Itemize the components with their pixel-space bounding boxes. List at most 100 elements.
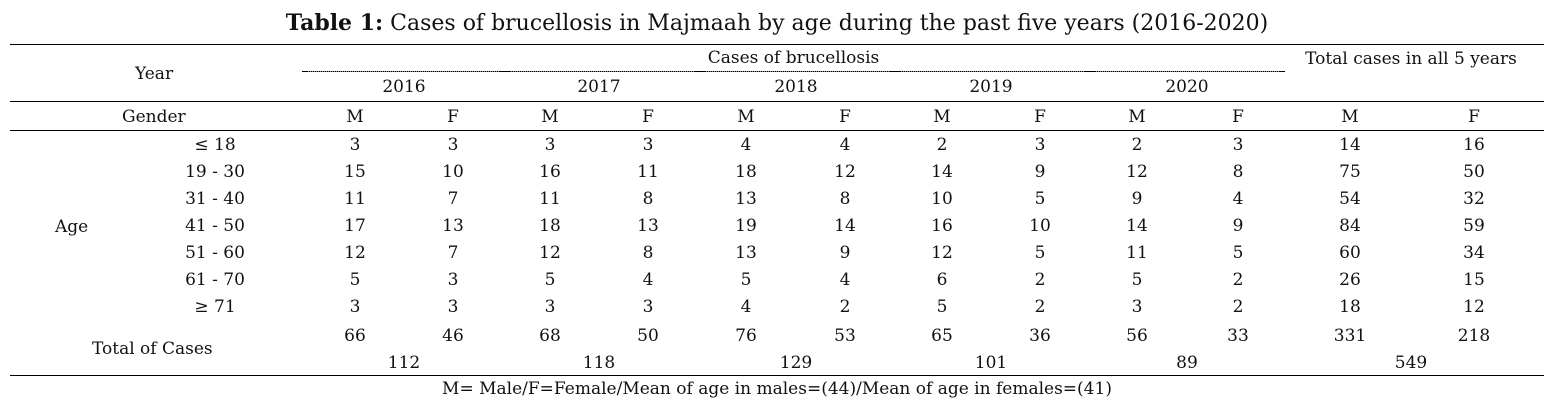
gender-male-cell: M <box>346 107 364 127</box>
year-sum-cell: 101 <box>974 353 1008 373</box>
year-header-cell: 2017 <box>577 77 621 97</box>
total-cell: 56 <box>1126 326 1148 346</box>
year-sum-cell: 89 <box>1176 353 1198 373</box>
table-cell: 11 <box>637 162 659 182</box>
table-cell: 5 <box>1131 270 1143 290</box>
table-cell: 7 <box>447 243 459 263</box>
total-cell: 68 <box>539 326 561 346</box>
table-cell: 10 <box>1029 216 1051 236</box>
table-cell: 3 <box>642 135 654 155</box>
table-cell: 13 <box>735 243 757 263</box>
table-cell: 8 <box>839 189 851 209</box>
table-cell: 14 <box>931 162 953 182</box>
table-cell: 9 <box>1034 162 1046 182</box>
table-cell: 15 <box>344 162 366 182</box>
table-cell: 3 <box>447 297 459 317</box>
total-of-cases-label: Total of Cases <box>92 339 213 359</box>
table-cell: 2 <box>839 297 851 317</box>
year-group-separator <box>511 71 694 72</box>
table-cell: 84 <box>1339 216 1361 236</box>
footnote: M= Male/F=Female/Mean of age in males=(4… <box>442 379 1112 399</box>
gender-header: Gender <box>122 107 186 127</box>
table-cell: 7 <box>447 189 459 209</box>
table-cell: 9 <box>1232 216 1244 236</box>
table-cell: 32 <box>1463 189 1485 209</box>
table-cell: 14 <box>1339 135 1361 155</box>
year-group-separator <box>706 71 889 72</box>
total-cell: 331 <box>1333 326 1367 346</box>
table-cell: 5 <box>544 270 556 290</box>
table-cell: 5 <box>1034 243 1046 263</box>
table-cell: 16 <box>931 216 953 236</box>
table-cell: 2 <box>1131 135 1143 155</box>
year-header-cell: 2020 <box>1165 77 1209 97</box>
year-sum-cell: 112 <box>387 353 421 373</box>
year-group-separator <box>308 71 499 72</box>
table-cell: 5 <box>740 270 752 290</box>
year-sum-cell: 129 <box>779 353 813 373</box>
table-cell: 59 <box>1463 216 1485 236</box>
table-cell: 16 <box>1463 135 1485 155</box>
table-cell: 12 <box>344 243 366 263</box>
table-cell: 2 <box>1034 270 1046 290</box>
year-group-separator <box>901 71 1084 72</box>
table-cell: 3 <box>447 135 459 155</box>
table-cell: 11 <box>344 189 366 209</box>
table-cell: 9 <box>839 243 851 263</box>
age-group-label: ≥ 71 <box>194 297 236 317</box>
gender-female-cell: F <box>1232 107 1244 127</box>
table-cell: 11 <box>539 189 561 209</box>
age-group-label: 31 - 40 <box>185 189 245 209</box>
table-cell: 12 <box>834 162 856 182</box>
table-cell: 18 <box>735 162 757 182</box>
table-cell: 5 <box>349 270 361 290</box>
total-cell: 36 <box>1029 326 1051 346</box>
table-cell: 12 <box>1126 162 1148 182</box>
table-cell: 4 <box>1232 189 1244 209</box>
table-cell: 13 <box>442 216 464 236</box>
table-cell: 3 <box>1232 135 1244 155</box>
cases-header: Cases of brucellosis <box>707 48 880 68</box>
table-cell: 17 <box>344 216 366 236</box>
table-cell: 12 <box>539 243 561 263</box>
gender-female-cell: F <box>839 107 851 127</box>
table-cell: 18 <box>539 216 561 236</box>
table-cell: 3 <box>544 135 556 155</box>
table-cell: 10 <box>442 162 464 182</box>
total-cell: 76 <box>735 326 757 346</box>
table-cell: 4 <box>740 297 752 317</box>
age-group-label: ≤ 18 <box>194 135 236 155</box>
table-cell: 18 <box>1339 297 1361 317</box>
table-cell: 2 <box>1232 270 1244 290</box>
table-cell: 12 <box>931 243 953 263</box>
table-cell: 3 <box>447 270 459 290</box>
top-rule <box>10 44 1544 45</box>
table-cell: 60 <box>1339 243 1361 263</box>
year-group-separator <box>1096 71 1279 72</box>
table-cell: 3 <box>544 297 556 317</box>
age-group-label: 61 - 70 <box>185 270 245 290</box>
age-group-label: 41 - 50 <box>185 216 245 236</box>
total-cases-header: Total cases in all 5 years <box>1305 49 1517 69</box>
gender-male-cell: M <box>933 107 951 127</box>
gender-male-cell: M <box>737 107 755 127</box>
year-header-cell: 2016 <box>382 77 426 97</box>
table-cell: 5 <box>1034 189 1046 209</box>
gender-female-cell: F <box>1034 107 1046 127</box>
gender-female-cell: F <box>642 107 654 127</box>
table-caption: Cases of brucellosis in Majmaah by age d… <box>383 11 1269 36</box>
total-cell: 66 <box>344 326 366 346</box>
table-cell: 9 <box>1131 189 1143 209</box>
table-cell: 3 <box>1034 135 1046 155</box>
table-cell: 4 <box>642 270 654 290</box>
gender-male-cell: M <box>541 107 559 127</box>
table-cell: 10 <box>931 189 953 209</box>
bottom-rule <box>10 375 1544 376</box>
gender-female-cell: F <box>1468 107 1480 127</box>
table-cell: 8 <box>642 243 654 263</box>
table-cell: 50 <box>1463 162 1485 182</box>
table-cell: 13 <box>637 216 659 236</box>
table-cell: 11 <box>1126 243 1148 263</box>
table-cell: 12 <box>1463 297 1485 317</box>
